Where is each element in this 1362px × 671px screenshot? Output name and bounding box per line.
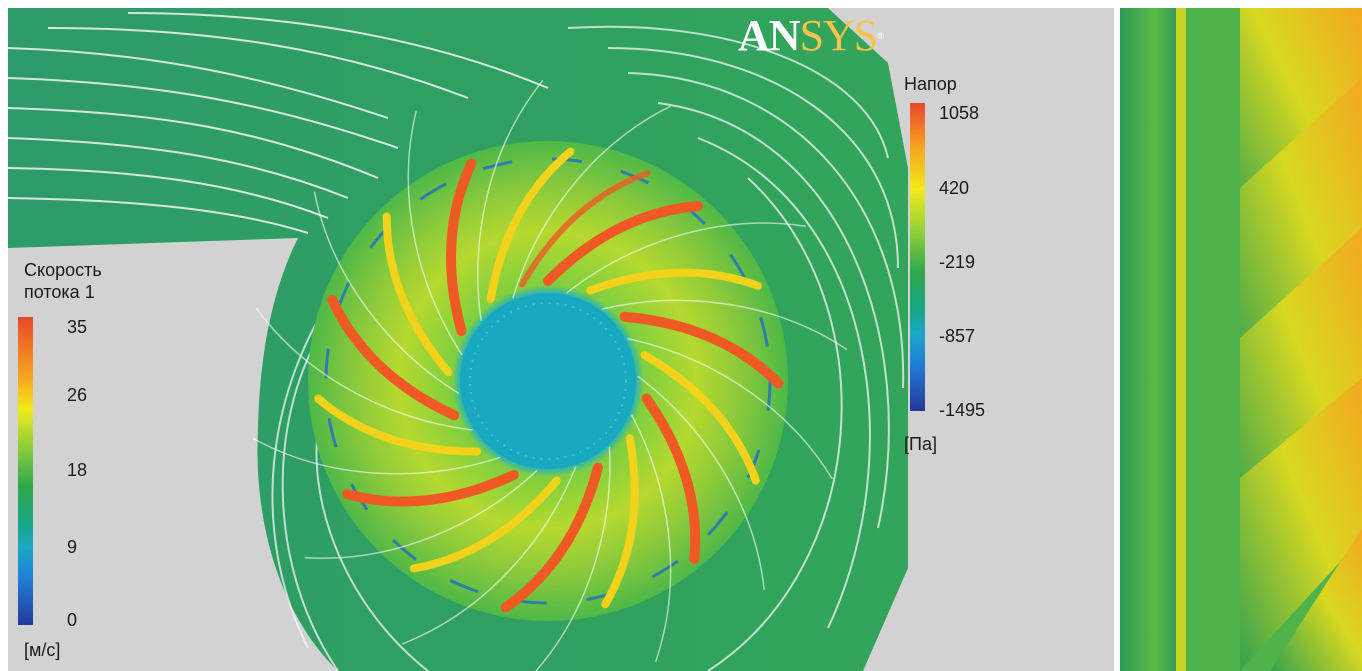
- hub-inner: [469, 302, 627, 460]
- blade: [640, 351, 760, 485]
- blade: [409, 476, 561, 573]
- pressure-colorbar: [910, 103, 925, 411]
- blade: [327, 294, 460, 421]
- blade-section: [1270, 528, 1362, 671]
- velocity-unit: [м/с]: [24, 640, 61, 660]
- wall-edge: [1176, 8, 1186, 671]
- shroud-wall: [1120, 8, 1178, 671]
- blade: [543, 201, 703, 286]
- velocity-tick: 0: [67, 610, 78, 630]
- inlet-streamlines: [8, 12, 549, 234]
- fan-flow-simulation: [8, 8, 908, 671]
- blade: [601, 434, 639, 609]
- velocity-field-panel: [8, 8, 1114, 671]
- velocity-tick: 9: [67, 537, 78, 557]
- blade: [486, 147, 575, 304]
- velocity-legend-title-line2: потока 1: [24, 282, 95, 302]
- blade: [446, 158, 477, 336]
- pressure-legend-title: Напор: [904, 74, 957, 94]
- pressure-tick: -219: [939, 252, 976, 272]
- blade: [382, 212, 453, 377]
- blade: [641, 393, 701, 565]
- velocity-legend-title-line1: Скорость: [24, 260, 102, 280]
- pressure-tick: -1495: [939, 400, 986, 420]
- pressure-tick: 1058: [939, 103, 980, 123]
- blade-sections: [1240, 8, 1362, 671]
- blade: [519, 170, 651, 288]
- velocity-tick: 18: [67, 460, 88, 480]
- velocity-colorbar: [18, 317, 33, 625]
- ansys-logo: ANSYS®: [738, 11, 884, 60]
- hub: [460, 293, 636, 469]
- blade: [314, 394, 482, 456]
- pressure-tick: -857: [939, 326, 976, 346]
- pressure-detail-panel: [1120, 8, 1362, 671]
- blade: [342, 469, 519, 507]
- impeller-blades: [314, 147, 784, 613]
- blade: [619, 311, 784, 389]
- rotor-streamlines: [252, 79, 848, 671]
- blade: [586, 268, 762, 295]
- velocity-tick: 35: [67, 317, 88, 337]
- pressure-unit: [Па]: [904, 434, 937, 454]
- blade-section: [1240, 378, 1362, 671]
- blade: [500, 462, 603, 613]
- velocity-tick: 26: [67, 385, 88, 405]
- volute-streamlines: [271, 25, 905, 671]
- blade-pressure-detail: [1120, 8, 1362, 671]
- pressure-tick: 420: [939, 178, 970, 198]
